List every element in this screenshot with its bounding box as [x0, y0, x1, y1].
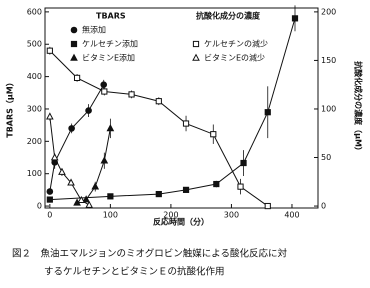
marker	[68, 125, 75, 132]
marker	[85, 200, 94, 208]
marker	[240, 159, 247, 167]
marker	[237, 183, 244, 190]
marker	[100, 156, 109, 164]
marker	[100, 81, 108, 88]
y-tick-label: 500	[27, 40, 42, 49]
marker	[77, 195, 86, 204]
marker	[213, 180, 220, 188]
marker	[46, 112, 54, 120]
marker	[155, 98, 162, 105]
marker	[264, 202, 271, 210]
y2-tick-label: 50	[321, 153, 331, 162]
y2-tick-label: 0	[321, 202, 326, 211]
y2-tick-label: 200	[321, 7, 336, 16]
y-tick-label: 100	[27, 169, 42, 178]
legend-header: TBARS	[96, 12, 126, 21]
series-line	[49, 18, 296, 201]
marker	[101, 88, 108, 95]
y-tick-label: 600	[27, 7, 42, 16]
legend-marker	[70, 40, 78, 48]
marker	[155, 190, 162, 198]
marker	[91, 182, 100, 190]
marker	[107, 193, 114, 200]
series-line	[49, 84, 105, 192]
marker	[73, 74, 81, 82]
marker	[106, 124, 115, 132]
x-tick-label: 300	[224, 211, 239, 220]
marker	[46, 47, 53, 54]
legend-label: 無添加	[82, 25, 106, 35]
marker	[85, 107, 92, 114]
x-axis-label: 反応時間（分）	[153, 217, 209, 227]
series-line	[49, 50, 269, 207]
legend-marker	[192, 40, 200, 48]
marker	[58, 167, 66, 175]
legend-marker	[70, 53, 78, 61]
legend-label: ケルセチンの減少	[204, 39, 268, 49]
x-tick-label: 100	[103, 211, 118, 220]
y2-tick-label: 150	[321, 56, 336, 65]
y2-axis-label: 抗酸化成分の濃度（μM）	[354, 61, 364, 155]
marker	[82, 195, 90, 203]
y-tick-label: 300	[27, 104, 42, 113]
legend-marker	[70, 26, 78, 34]
marker	[128, 91, 135, 98]
marker	[50, 153, 59, 161]
y-tick-label: 0	[37, 202, 42, 211]
marker	[46, 196, 53, 203]
series-line	[76, 128, 111, 204]
y-axis-label: TBARS（μM）	[5, 78, 15, 138]
legend-label: ビタミンE添加	[82, 53, 135, 63]
marker	[291, 15, 299, 22]
x-tick-label: 0	[47, 211, 52, 220]
plot-frame	[44, 7, 319, 209]
marker	[67, 178, 75, 186]
marker	[210, 131, 217, 138]
x-tick-label: 400	[284, 211, 299, 220]
legend-label: ケルセチン添加	[82, 39, 138, 49]
y2-tick-label: 100	[321, 104, 336, 113]
marker	[264, 109, 271, 116]
caption: するケルセチンとビタミンＥの抗酸化作用	[44, 266, 225, 278]
caption: 図２ 魚油エマルジョンのミオグロビン触媒による酸化反応に対	[12, 248, 288, 260]
y-tick-label: 200	[27, 137, 42, 146]
legend-label: ビタミンEの減少	[204, 53, 265, 63]
legend-marker	[192, 53, 200, 61]
legend-header: 抗酸化成分の濃度	[196, 11, 261, 21]
marker	[46, 188, 54, 195]
y-tick-label: 400	[27, 72, 42, 81]
marker	[182, 120, 190, 127]
marker	[182, 186, 190, 193]
x-tick-label: 200	[163, 211, 178, 220]
